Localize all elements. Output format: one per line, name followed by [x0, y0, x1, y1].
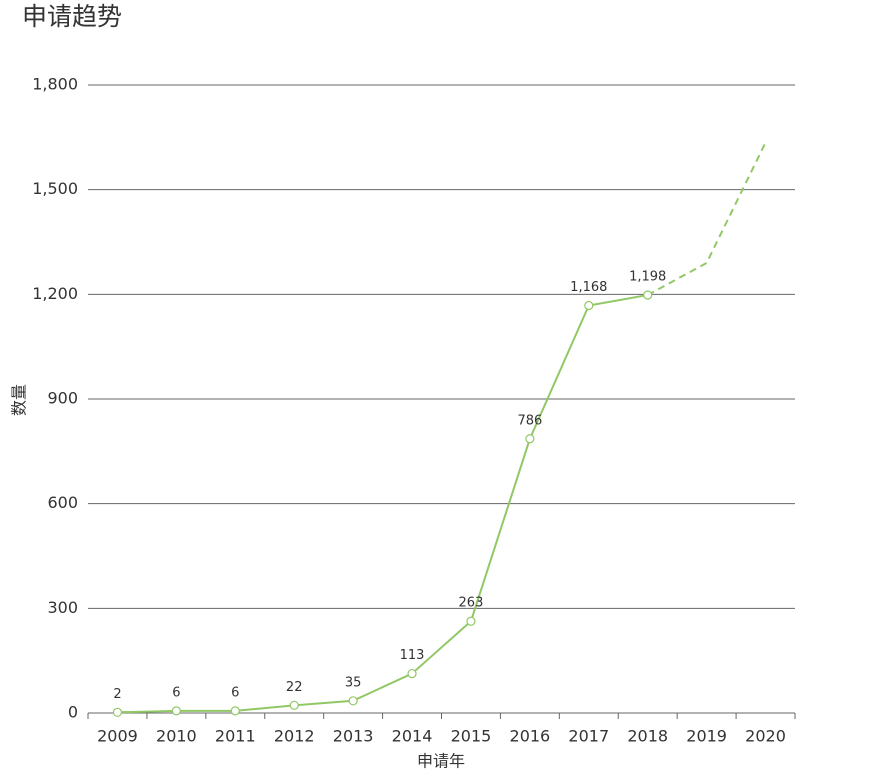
y-tick-label: 1,800	[32, 75, 78, 94]
data-label: 35	[345, 675, 362, 690]
data-label: 2	[113, 687, 121, 702]
y-tick-label: 0	[68, 703, 78, 722]
x-tick-label: 2011	[215, 727, 256, 746]
data-point	[112, 707, 123, 717]
data-label: 113	[400, 648, 425, 663]
data-label: 22	[286, 680, 303, 695]
x-tick-label: 2018	[627, 727, 668, 746]
data-label: 786	[517, 413, 542, 428]
data-label: 6	[231, 685, 239, 700]
data-line	[117, 294, 648, 714]
x-tick-label: 2020	[745, 727, 786, 746]
x-tick-label: 2010	[156, 727, 197, 746]
x-tick-label: 2016	[510, 727, 551, 746]
data-point	[643, 290, 653, 300]
chart-title: 申请趋势	[22, 2, 122, 31]
x-tick-label: 2014	[392, 727, 433, 746]
y-tick-label: 600	[47, 493, 78, 512]
data-point	[584, 300, 594, 311]
data-label: 1,168	[570, 280, 607, 295]
data-point	[348, 696, 358, 706]
x-tick-label: 2013	[333, 727, 374, 746]
data-point	[525, 434, 535, 444]
data-label: 263	[459, 596, 484, 611]
data-label: 6	[172, 685, 180, 700]
x-tick-label: 2009	[97, 727, 138, 746]
y-tick-label: 900	[47, 389, 78, 408]
data-point	[407, 668, 417, 679]
y-tick-label: 1,200	[32, 284, 78, 303]
x-axis-label: 申请年	[417, 752, 465, 771]
projection-line	[647, 142, 767, 296]
y-tick-label: 1,500	[32, 179, 78, 198]
x-tick-label: 2012	[274, 727, 315, 746]
x-tick-label: 2017	[568, 727, 609, 746]
data-point	[289, 700, 299, 710]
data-point	[230, 706, 240, 716]
data-label: 1,198	[629, 270, 666, 285]
data-point	[466, 616, 476, 626]
data-point	[171, 706, 181, 716]
x-tick-label: 2019	[686, 727, 727, 746]
y-tick-label: 300	[47, 598, 78, 617]
x-tick-label: 2015	[451, 727, 492, 746]
y-axis-label: 数量	[10, 384, 29, 416]
